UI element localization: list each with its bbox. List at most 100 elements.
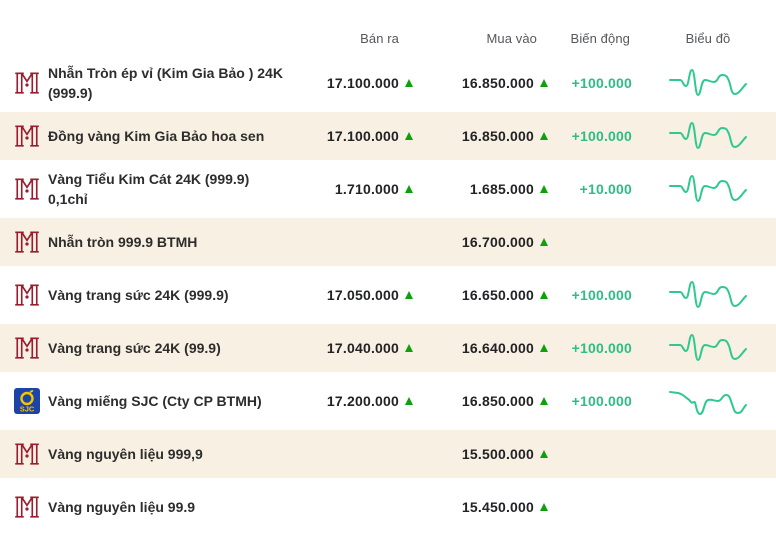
btmh-logo-icon [15,337,39,359]
buy-up-triangle-icon [540,343,548,352]
table-row: SJC Vàng nguyên liệu 99.9 15.450.000 [0,483,776,531]
buy-price-cell: 16.700.000 [420,234,555,250]
change-value: +100.000 [571,340,632,356]
chart-cell [640,65,776,101]
table-row: SJC Nhẫn tròn 999.9 BTMH 16.700.000 [0,218,776,266]
sell-price-cell: 17.100.000 [310,75,420,91]
buy-price: 16.850.000 [461,128,534,144]
buy-price: 15.450.000 [461,499,534,515]
table-row: SJC Vàng trang sức 24K (999.9) 17.050.00… [0,271,776,319]
change-value: +100.000 [571,287,632,303]
btmh-logo-icon [15,496,39,518]
btmh-logo-icon [15,125,39,147]
sell-price: 17.040.000 [326,340,399,356]
buy-price: 16.650.000 [461,287,534,303]
table-row: SJC Vàng Tiểu Kim Cát 24K (999.9) 0,1chỉ… [0,165,776,213]
sparkline-chart [669,122,747,149]
table-row: SJC Vàng trang sức 24K (99.9) 17.040.000… [0,324,776,372]
sell-price: 17.050.000 [326,287,399,303]
sell-up-triangle-icon [405,343,413,352]
change-value: +100.000 [571,75,632,91]
table-header: Bán ra Mua vào Biến động Biểu đồ [0,0,776,59]
sjc-logo-icon: SJC [14,388,40,414]
btmh-logo-icon [15,231,39,253]
column-header-buy: Mua vào [486,31,537,46]
brand-icon-cell: SJC [0,122,48,150]
buy-price: 16.850.000 [461,75,534,91]
buy-up-triangle-icon [540,502,548,511]
brand-icon-cell: SJC [0,281,48,309]
buy-price-cell: 16.850.000 [420,393,555,409]
buy-price: 16.850.000 [461,393,534,409]
product-name: Nhẫn tròn 999.9 BTMH [48,233,198,250]
buy-price: 15.500.000 [461,446,534,462]
price-table-body: SJC Nhẫn Tròn ép vỉ (Kim Gia Bảo ) 24K (… [0,59,776,531]
product-name: Vàng nguyên liệu 999,9 [48,445,203,462]
product-name: Vàng miếng SJC (Cty CP BTMH) [48,392,262,409]
buy-price-cell: 1.685.000 [420,181,555,197]
brand-icon-cell: SJC [0,175,48,203]
buy-up-triangle-icon [540,78,548,87]
brand-icon-cell: SJC [0,334,48,362]
buy-up-triangle-icon [540,290,548,299]
table-row: SJC Nhẫn Tròn ép vỉ (Kim Gia Bảo ) 24K (… [0,59,776,107]
sparkline-chart [669,69,747,96]
column-header-chart: Biểu đồ [685,31,731,46]
product-name: Vàng trang sức 24K (99.9) [48,339,221,356]
sell-price-cell: 17.100.000 [310,128,420,144]
sparkline-chart [669,391,747,415]
buy-price-cell: 15.450.000 [420,499,555,515]
buy-price: 16.700.000 [461,234,534,250]
brand-icon-cell: SJC [0,69,48,97]
sell-up-triangle-icon [405,290,413,299]
sell-price: 1.710.000 [334,181,399,197]
buy-price-cell: 16.850.000 [420,75,555,91]
column-header-change: Biến động [570,31,630,46]
product-name: Đồng vàng Kim Gia Bảo hoa sen [48,127,265,144]
buy-price-cell: 16.850.000 [420,128,555,144]
buy-up-triangle-icon [540,396,548,405]
product-name: Vàng trang sức 24K (999.9) [48,286,229,303]
buy-up-triangle-icon [540,131,548,140]
btmh-logo-icon [15,443,39,465]
svg-text:SJC: SJC [20,405,35,414]
sell-price-cell: 17.040.000 [310,340,420,356]
sell-up-triangle-icon [405,396,413,405]
sell-price: 17.100.000 [326,128,399,144]
sell-up-triangle-icon [405,131,413,140]
sparkline-chart [669,281,747,308]
change-value: +10.000 [579,181,632,197]
chart-cell [640,171,776,207]
btmh-logo-icon [15,178,39,200]
table-row: SJC Vàng miếng SJC (Cty CP BTMH) 17.200.… [0,377,776,425]
change-value: +100.000 [571,128,632,144]
chart-cell [640,330,776,366]
buy-up-triangle-icon [540,449,548,458]
sparkline-chart [669,334,747,361]
product-name: Nhẫn Tròn ép vỉ (Kim Gia Bảo ) 24K (999.… [48,64,283,101]
chart-cell [640,118,776,154]
product-name: Vàng nguyên liệu 99.9 [48,498,196,515]
table-row: SJC Vàng nguyên liệu 999,9 15.500.000 [0,430,776,478]
brand-icon-cell: SJC [0,228,48,256]
btmh-logo-icon [15,284,39,306]
sell-price-cell: 17.200.000 [310,393,420,409]
buy-price-cell: 15.500.000 [420,446,555,462]
buy-up-triangle-icon [540,237,548,246]
chart-cell [640,383,776,419]
buy-price: 1.685.000 [469,181,534,197]
change-value: +100.000 [571,393,632,409]
sell-price-cell: 1.710.000 [310,181,420,197]
sell-up-triangle-icon [405,184,413,193]
sell-price: 17.100.000 [326,75,399,91]
brand-icon-cell: SJC [0,388,48,414]
column-header-sell: Bán ra [360,31,399,46]
brand-icon-cell: SJC [0,440,48,468]
sell-price: 17.200.000 [326,393,399,409]
sell-up-triangle-icon [405,78,413,87]
sparkline-chart [669,175,747,202]
buy-price: 16.640.000 [461,340,534,356]
buy-price-cell: 16.640.000 [420,340,555,356]
buy-up-triangle-icon [540,184,548,193]
